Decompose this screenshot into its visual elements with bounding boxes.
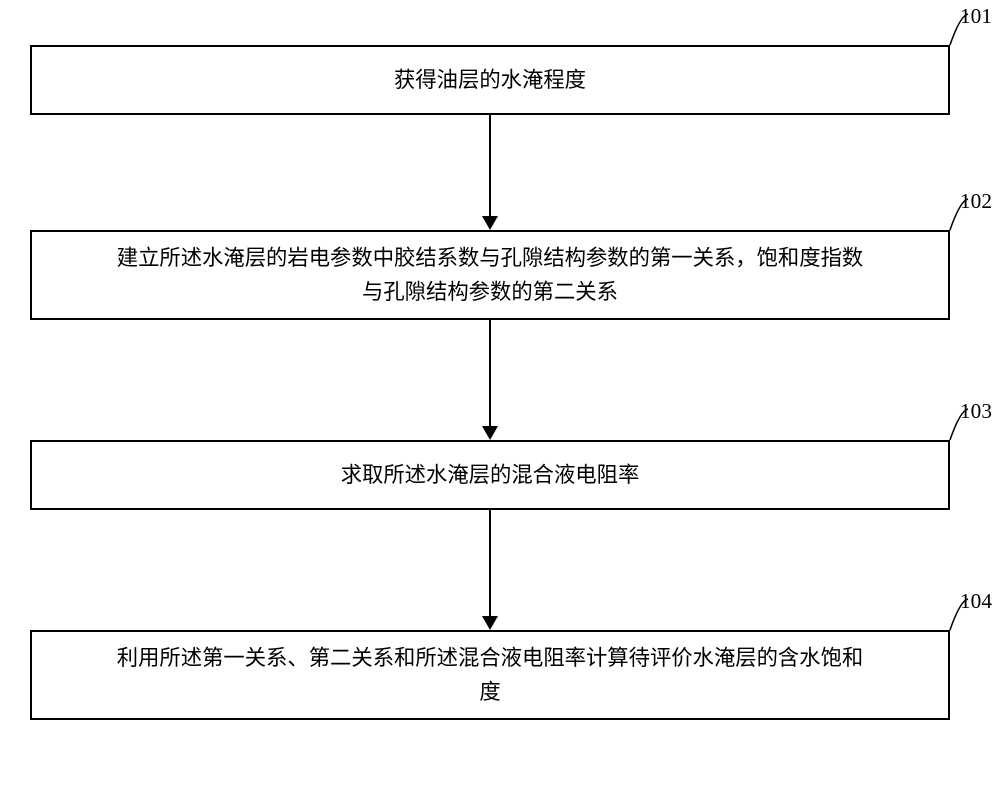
flow-node-n102: 建立所述水淹层的岩电参数中胶结系数与孔隙结构参数的第一关系，饱和度指数与孔隙结构… — [30, 230, 950, 320]
node-text-line: 与孔隙结构参数的第二关系 — [117, 275, 864, 309]
flow-node-n101: 获得油层的水淹程度 — [30, 45, 950, 115]
node-text-line: 求取所述水淹层的混合液电阻率 — [341, 458, 640, 492]
flow-node-n103: 求取所述水淹层的混合液电阻率 — [30, 440, 950, 510]
node-text-line: 度 — [117, 675, 864, 709]
node-text-line: 利用所述第一关系、第二关系和所述混合液电阻率计算待评价水淹层的含水饱和 — [117, 641, 864, 675]
flow-node-n104: 利用所述第一关系、第二关系和所述混合液电阻率计算待评价水淹层的含水饱和度 — [30, 630, 950, 720]
node-ref-label: 103 — [960, 399, 992, 424]
node-text-line: 建立所述水淹层的岩电参数中胶结系数与孔隙结构参数的第一关系，饱和度指数 — [117, 241, 864, 275]
node-ref-label: 102 — [960, 189, 992, 214]
node-ref-label: 104 — [960, 589, 992, 614]
node-text-line: 获得油层的水淹程度 — [394, 63, 586, 97]
node-ref-label: 101 — [960, 4, 992, 29]
